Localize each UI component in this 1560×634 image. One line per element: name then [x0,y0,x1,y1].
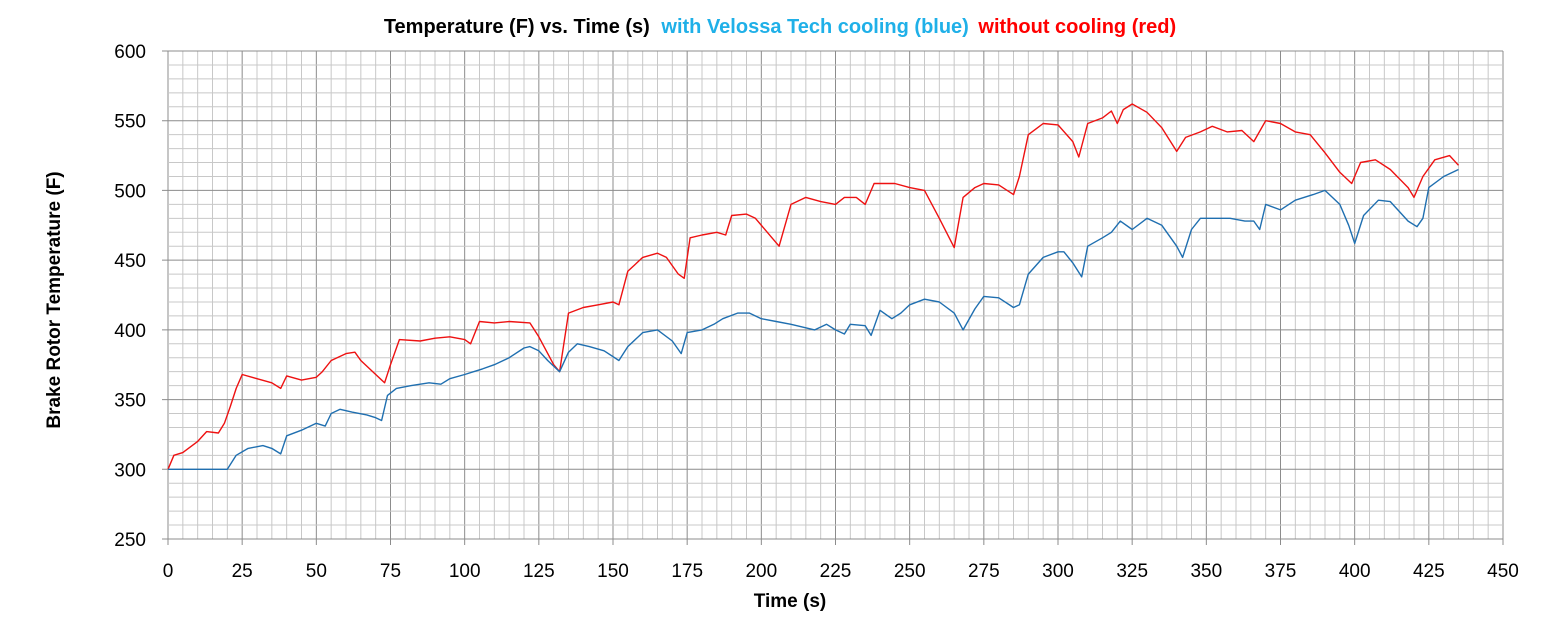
y-tick-label: 500 [114,181,146,202]
title-main: Temperature (F) vs. Time (s) [384,16,650,38]
title-blue: with Velossa Tech cooling (blue) [660,16,968,38]
x-tick-label: 300 [1042,561,1074,582]
x-tick-label: 350 [1190,561,1222,582]
series-line-uncooled [167,103,1460,470]
x-tick-label: 375 [1265,561,1297,582]
y-axis-label: Brake Rotor Temperature (F) [44,171,65,428]
x-tick-label: 0 [163,561,174,582]
x-tick-label: 150 [597,561,629,582]
y-tick-label: 400 [114,321,146,342]
x-tick-label: 100 [449,561,481,582]
x-tick-label: 75 [380,561,401,582]
x-axis-label: Time (s) [754,591,827,612]
x-tick-label: 450 [1487,561,1519,582]
x-tick-label: 50 [306,561,327,582]
x-tick-label: 225 [820,561,852,582]
x-tick-label: 425 [1413,561,1445,582]
grid [162,50,1504,545]
x-tick-label: 125 [523,561,555,582]
x-tick-label: 25 [232,561,253,582]
x-tick-label: 250 [894,561,926,582]
x-tick-label: 325 [1116,561,1148,582]
y-tick-label: 450 [114,251,146,272]
y-tick-label: 250 [114,530,146,551]
y-axis-ticks: 250 300 350 400 450 500 550 600 [114,42,146,551]
y-tick-label: 600 [114,42,146,63]
y-tick-label: 550 [114,112,146,133]
x-tick-label: 275 [968,561,1000,582]
x-tick-label: 175 [671,561,703,582]
x-axis-ticks: 0 25 50 75 100 125 150 175 200 225 250 275 300 325 350… [163,561,1519,582]
x-tick-label: 200 [745,561,777,582]
x-tick-label: 400 [1339,561,1371,582]
chart-title: Temperature (F) vs. Time (s) with Veloss… [384,16,1176,38]
title-red: without cooling (red) [977,16,1176,38]
series-line-cooled [168,168,1459,470]
series-lines [167,103,1460,470]
y-tick-label: 350 [114,391,146,412]
y-tick-label: 300 [114,460,146,481]
